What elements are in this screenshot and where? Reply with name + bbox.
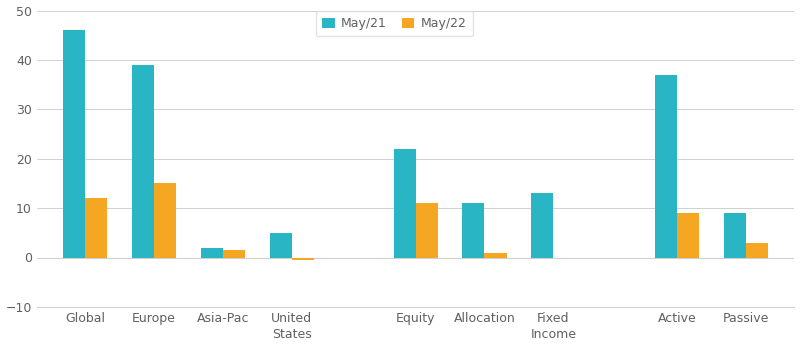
Bar: [724, 213, 746, 257]
Bar: [655, 75, 678, 257]
Bar: [63, 30, 85, 257]
Bar: [746, 243, 768, 257]
Bar: [531, 193, 554, 257]
Bar: [85, 198, 107, 257]
Bar: [132, 65, 154, 257]
Bar: [154, 184, 176, 257]
Legend: May/21, May/22: May/21, May/22: [316, 11, 473, 36]
Bar: [292, 257, 314, 260]
Bar: [201, 248, 222, 257]
Bar: [462, 203, 485, 257]
Bar: [485, 253, 506, 257]
Bar: [416, 203, 438, 257]
Bar: [270, 233, 292, 257]
Bar: [678, 213, 699, 257]
Bar: [222, 250, 245, 257]
Bar: [394, 149, 416, 257]
